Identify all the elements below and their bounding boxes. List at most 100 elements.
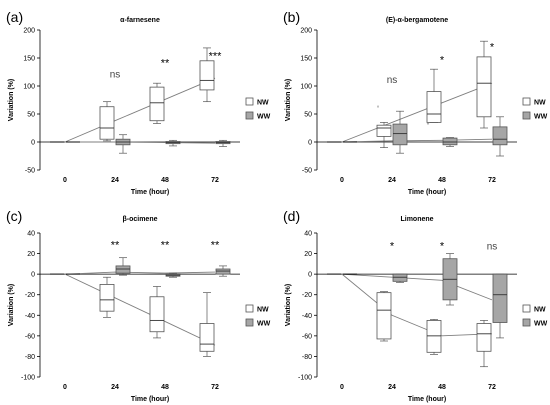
panel-label: (d) (283, 208, 300, 224)
x-tick-label: 0 (340, 384, 344, 391)
box-ww (115, 257, 131, 276)
x-tick-label: 0 (63, 384, 67, 391)
y-tick-label: -100 (298, 375, 312, 382)
chart-title: α-farnesene (120, 17, 160, 24)
box-body (149, 296, 165, 333)
chart-panel-3: (c) β-ocimene -100 -80 -60 -40 -20 0 20 40 0 24 48 72… (6, 208, 271, 403)
x-tick-label: 24 (111, 177, 119, 184)
box-body (476, 56, 492, 118)
legend-label: NW (257, 307, 269, 314)
chart-title: (E)-α-bergamotene (386, 17, 448, 24)
box-ww (442, 253, 458, 306)
chart-panel-2: (b) (E)-α-bergamotene -50 0 50 100 150 200 0 24 48… (283, 9, 548, 196)
legend-label: WW (534, 114, 548, 121)
box-ww (392, 110, 408, 154)
box-body (99, 284, 115, 312)
x-tick-label: 48 (438, 384, 446, 391)
legend-swatch-ww (245, 318, 254, 327)
y-tick-label: -60 (25, 333, 35, 340)
box-nw (149, 286, 165, 339)
y-tick-label: 100 (300, 84, 312, 91)
x-tick-label: 48 (438, 177, 446, 184)
legend-swatch-ww (522, 318, 531, 327)
significance-label: * (440, 55, 445, 67)
significance-label: ns (487, 241, 498, 252)
box-ww (442, 137, 458, 147)
y-tick-label: -80 (302, 354, 312, 361)
y-tick-label: 200 (300, 28, 312, 35)
significance-label: * (440, 240, 445, 252)
y-tick-label: 200 (23, 28, 35, 35)
significance-label: ** (211, 239, 220, 251)
y-axis-label: Variation (%) (8, 79, 15, 121)
y-tick-label: -80 (25, 354, 35, 361)
x-tick-label: 72 (211, 177, 219, 184)
significance-label: * (490, 42, 495, 54)
legend-label: NW (534, 100, 546, 107)
trend-line-ww (65, 141, 216, 144)
box-ww (165, 139, 181, 147)
box-body (199, 323, 215, 352)
box-nw (99, 101, 115, 142)
significance-label: ** (161, 239, 170, 251)
y-axis-label: Variation (%) (285, 79, 292, 121)
box-nw (476, 40, 492, 129)
legend-label: WW (534, 321, 548, 328)
x-tick-label: 24 (388, 384, 396, 391)
box-ww (492, 116, 508, 157)
significance-label: *** (209, 51, 223, 63)
trend-line-nw (64, 273, 216, 346)
box-nw (149, 82, 165, 124)
legend-label: WW (257, 114, 271, 121)
box-ww (165, 272, 181, 278)
y-tick-label: -40 (302, 313, 312, 320)
trend-line-ww (341, 273, 493, 301)
chart-panel-1: (a) α-farnesene -50 0 50 100 150 200 0 24 48 72 Time… (6, 9, 271, 196)
box-nw (199, 47, 215, 103)
significance-label: ns (387, 75, 398, 86)
y-tick-label: 50 (304, 112, 312, 119)
box-body (99, 106, 115, 140)
box-ww (492, 273, 508, 339)
chart-panel-4: (d) Limonene -100 -80 -60 -40 -20 0 20 40 0 24 48 72 T… (283, 208, 548, 403)
x-tick-label: 24 (388, 177, 396, 184)
chart-title: Limonene (400, 216, 433, 223)
box-body (392, 123, 408, 146)
y-tick-label: 100 (23, 84, 35, 91)
box-body (215, 268, 231, 275)
box-body (149, 86, 165, 122)
panel-label: (b) (283, 9, 300, 25)
x-tick-label: 48 (161, 384, 169, 391)
panel-label: (c) (6, 208, 22, 224)
box-body (492, 273, 508, 323)
x-axis-label: Time (hour) (408, 396, 446, 403)
chart-title: β-ocimene (122, 216, 157, 223)
box-ww (215, 265, 231, 277)
x-tick-label: 48 (161, 177, 169, 184)
box-nw (426, 319, 442, 355)
legend-swatch-nw (522, 304, 531, 313)
x-tick-label: 0 (63, 177, 67, 184)
y-tick-label: 0 (308, 140, 312, 147)
box-nw (426, 68, 442, 123)
box-ww (215, 139, 231, 147)
y-tick-label: 40 (304, 231, 312, 238)
box-nw (476, 320, 492, 368)
significance-label: ** (111, 239, 120, 251)
trend-line-nw (64, 77, 216, 143)
trend-line-ww (341, 138, 493, 143)
legend-swatch-ww (522, 111, 531, 120)
box-body (492, 126, 508, 146)
y-tick-label: 50 (27, 112, 35, 119)
legend-swatch-nw (522, 97, 531, 106)
box-body (199, 60, 215, 91)
y-tick-label: 0 (31, 140, 35, 147)
y-tick-label: -50 (25, 168, 35, 175)
y-axis-label: Variation (%) (8, 284, 15, 326)
legend-label: NW (534, 307, 546, 314)
y-tick-label: 0 (31, 272, 35, 279)
legend-label: WW (257, 321, 271, 328)
x-tick-label: 0 (340, 177, 344, 184)
x-tick-label: 24 (111, 384, 119, 391)
